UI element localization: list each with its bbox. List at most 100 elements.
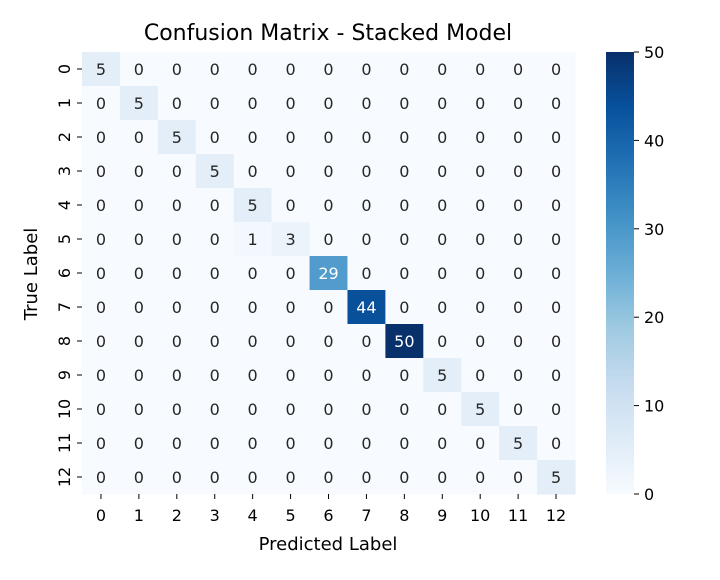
- cell-value-r7-c9: 0: [437, 298, 447, 317]
- heatmap-cell-r7-c8: [385, 290, 424, 325]
- heatmap-cell-r11-c8: [385, 426, 424, 461]
- heatmap-cell-r4-c5: [271, 188, 311, 223]
- cell-value-r2-c0: 0: [96, 128, 106, 147]
- heatmap-cell-r2-c10: [461, 120, 500, 155]
- x-axis-ticks: 0 1 2 3 4 5 6 7 8 9 10 11 12: [96, 494, 566, 525]
- heatmap-cell-r0-c10: [461, 52, 500, 87]
- cell-value-r6-c10: 0: [475, 264, 485, 283]
- heatmap-cell-r4-c9: [423, 188, 462, 223]
- heatmap-cell-r10-c3: [195, 392, 235, 427]
- cell-value-r10-c11: 0: [513, 400, 523, 419]
- heatmap-cell-r1-c7: [347, 86, 386, 121]
- heatmap-cell-r6-c1: [119, 256, 159, 291]
- x-tick-label-2: 2: [172, 506, 182, 525]
- cell-value-r4-c9: 0: [437, 196, 447, 215]
- heatmap-cell-r8-c3: [195, 324, 235, 359]
- cell-value-r1-c3: 0: [210, 94, 220, 113]
- cell-value-r5-c7: 0: [361, 230, 371, 249]
- cell-value-r1-c10: 0: [475, 94, 485, 113]
- cell-value-r11-c1: 0: [134, 434, 144, 453]
- heatmap-cell-r3-c7: [347, 154, 386, 189]
- colorbar-ticks: 0 10 20 30 40 50: [634, 43, 664, 504]
- heatmap-cell-r8-c8: [385, 324, 424, 359]
- cell-value-r0-c12: 0: [551, 60, 561, 79]
- cell-value-r4-c6: 0: [323, 196, 333, 215]
- cell-value-r0-c6: 0: [323, 60, 333, 79]
- cell-value-r2-c10: 0: [475, 128, 485, 147]
- cell-value-r5-c12: 0: [551, 230, 561, 249]
- heatmap-cell-r11-c5: [271, 426, 311, 461]
- cell-value-r0-c11: 0: [513, 60, 523, 79]
- cell-value-r9-c10: 0: [475, 366, 485, 385]
- heatmap-cell-r3-c0: [82, 154, 121, 189]
- heatmap-cell-r10-c8: [385, 392, 424, 427]
- y-axis-label: True Label: [21, 228, 42, 322]
- heatmap-cell-r6-c8: [385, 256, 424, 291]
- heatmap-cell-r3-c2: [157, 154, 197, 189]
- heatmap-cell-r8-c11: [499, 324, 538, 359]
- heatmap-cell-r11-c9: [423, 426, 462, 461]
- colorbar-tick-label-30: 30: [644, 220, 664, 239]
- cell-value-r9-c1: 0: [134, 366, 144, 385]
- heatmap-cell-r9-c6: [309, 358, 349, 393]
- cell-value-r1-c12: 0: [551, 94, 561, 113]
- heatmap-cell-r2-c12: [537, 120, 576, 155]
- heatmap-cell-r9-c10: [461, 358, 500, 393]
- cell-value-r2-c7: 0: [361, 128, 371, 147]
- heatmap-cell-r1-c4: [233, 86, 273, 121]
- cell-value-r12-c11: 0: [513, 468, 523, 487]
- cell-value-r11-c6: 0: [323, 434, 333, 453]
- heatmap-cell-r11-c1: [119, 426, 159, 461]
- cell-value-r8-c4: 0: [248, 332, 258, 351]
- heatmap-cell-r7-c9: [423, 290, 462, 325]
- heatmap-cell-r9-c0: [82, 358, 121, 393]
- heatmap-cell-r0-c3: [195, 52, 235, 87]
- cell-value-r3-c6: 0: [323, 162, 333, 181]
- cell-value-r8-c2: 0: [172, 332, 182, 351]
- heatmap-cell-r7-c10: [461, 290, 500, 325]
- cell-value-r4-c4: 5: [248, 196, 258, 215]
- heatmap-cell-r5-c0: [82, 222, 121, 257]
- cell-value-r6-c4: 0: [248, 264, 258, 283]
- heatmap-cell-r12-c6: [309, 460, 349, 495]
- cell-value-r12-c0: 0: [96, 468, 106, 487]
- cell-value-r2-c11: 0: [513, 128, 523, 147]
- cell-value-r7-c12: 0: [551, 298, 561, 317]
- heatmap-cell-r12-c4: [233, 460, 273, 495]
- cell-value-r12-c4: 0: [248, 468, 258, 487]
- heatmap-cell-r5-c10: [461, 222, 500, 257]
- x-tick-label-9: 9: [437, 506, 447, 525]
- heatmap-cell-r11-c3: [195, 426, 235, 461]
- cell-value-r11-c9: 0: [437, 434, 447, 453]
- cell-value-r11-c11: 5: [513, 434, 523, 453]
- heatmap-cell-r0-c2: [157, 52, 197, 87]
- heatmap-cell-r4-c11: [499, 188, 538, 223]
- cell-value-r12-c7: 0: [361, 468, 371, 487]
- heatmap-cell-r9-c11: [499, 358, 538, 393]
- x-tick-label-1: 1: [134, 506, 144, 525]
- heatmap-cell-r1-c8: [385, 86, 424, 121]
- x-axis-label: Predicted Label: [259, 534, 398, 555]
- cell-value-r3-c4: 0: [248, 162, 258, 181]
- y-tick-label-3: 3: [55, 166, 74, 176]
- cell-value-r0-c2: 0: [172, 60, 182, 79]
- heatmap-cell-r0-c7: [347, 52, 386, 87]
- cell-value-r8-c7: 0: [361, 332, 371, 351]
- heatmap-cell-r10-c2: [157, 392, 197, 427]
- cell-value-r11-c2: 0: [172, 434, 182, 453]
- heatmap-cell-r6-c3: [195, 256, 235, 291]
- cell-value-r2-c1: 0: [134, 128, 144, 147]
- x-tick-label-6: 6: [323, 506, 333, 525]
- heatmap-cell-r12-c11: [499, 460, 538, 495]
- cell-value-r11-c7: 0: [361, 434, 371, 453]
- heatmap-cell-r10-c6: [309, 392, 349, 427]
- cell-value-r6-c1: 0: [134, 264, 144, 283]
- heatmap-cell-r9-c2: [157, 358, 197, 393]
- x-tick-label-7: 7: [361, 506, 371, 525]
- cell-value-r12-c5: 0: [285, 468, 295, 487]
- y-tick-label-1: 1: [55, 98, 74, 108]
- cell-value-r7-c11: 0: [513, 298, 523, 317]
- heatmap-cell-r7-c0: [82, 290, 121, 325]
- cell-value-r0-c5: 0: [285, 60, 295, 79]
- cell-value-r6-c8: 0: [399, 264, 409, 283]
